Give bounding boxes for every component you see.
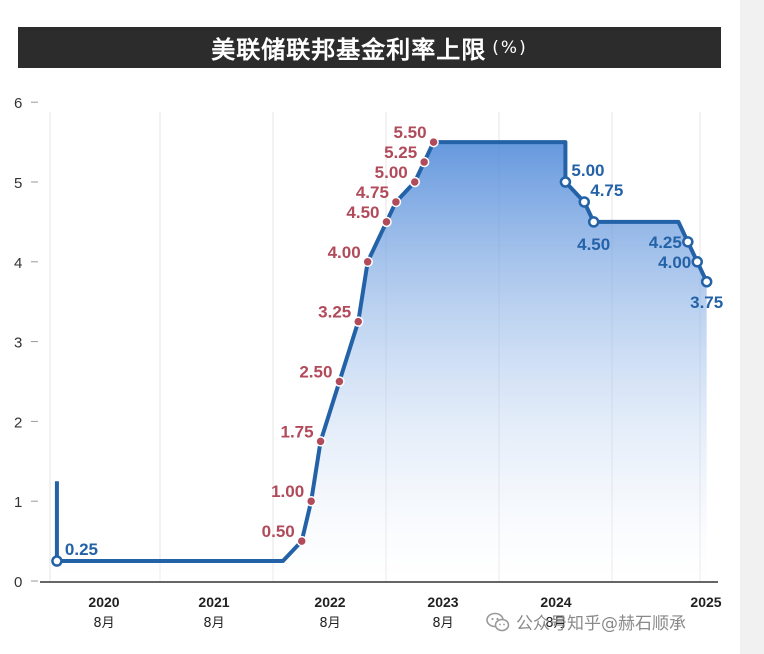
data-label-4.75-8: 4.75 [356, 183, 389, 202]
point-1.00-2 [305, 495, 317, 507]
point-3.25-5 [353, 316, 364, 327]
point-4.50-14 [587, 216, 600, 228]
watermark-text: 公众号知乎@赫石顺承 [516, 614, 686, 634]
rate-area [56, 142, 707, 581]
rate-line [54, 140, 709, 564]
data-label-4.50-7: 4.50 [346, 203, 379, 222]
data-label-4.00-16: 4.00 [658, 253, 691, 272]
y-tick-label-5: 5 [14, 175, 22, 192]
data-label-5.25-10: 5.25 [384, 143, 417, 162]
x-tick-year-2022: 2022 [314, 594, 345, 610]
point-4.00-16 [691, 256, 703, 268]
point-0.25-0 [51, 555, 63, 567]
x-tick-month-2024: 8月 [545, 616, 566, 631]
x-tick-year-2023: 2023 [427, 594, 458, 610]
area-layer [56, 142, 707, 581]
y-tick-label-3: 3 [14, 335, 22, 352]
data-label-4.50-14: 4.50 [577, 235, 610, 254]
x-tick-year-2021: 2021 [198, 594, 229, 610]
label-layer: 0.250.501.001.752.503.254.004.504.755.00… [65, 123, 723, 559]
data-label-1.75-3: 1.75 [280, 422, 313, 441]
x-tick-year-2020: 2020 [88, 594, 119, 610]
right-margin-strip [740, 0, 764, 654]
data-label-3.25-5: 3.25 [318, 303, 351, 322]
y-tick-label-4: 4 [14, 255, 22, 272]
y-axis: 0 1 2 3 4 5 6 [14, 95, 718, 591]
data-label-4.75-13: 4.75 [590, 181, 623, 200]
point-0.50-1 [296, 535, 307, 547]
data-label-0.50-1: 0.50 [262, 522, 295, 541]
y-tick-label-1: 1 [14, 494, 22, 511]
point-5.00-9 [409, 176, 420, 188]
point-1.75-3 [315, 436, 326, 447]
x-tick-month-2022: 8月 [319, 616, 340, 631]
watermark: 公众号知乎@赫石顺承 [486, 609, 686, 634]
point-4.00-6 [362, 256, 373, 268]
chart-unit: (%) [492, 37, 528, 58]
point-3.75-17 [700, 276, 713, 288]
point-4.50-7 [381, 216, 392, 228]
x-tick-year-2025: 2025 [690, 594, 721, 610]
data-label-1.00-2: 1.00 [271, 482, 304, 501]
point-5.50-11 [428, 136, 439, 148]
x-tick-month-2020: 8月 [93, 616, 114, 631]
y-tick-label-2: 2 [14, 414, 22, 431]
point-4.75-13 [578, 196, 590, 208]
data-label-5.50-11: 5.50 [393, 123, 426, 142]
x-axis: 2020 8月 2021 8月 2022 8月 2023 8月 2024 8月 2025 [88, 594, 721, 631]
line-layer [54, 140, 709, 564]
data-label-5.00-9: 5.00 [375, 163, 408, 182]
point-4.25-15 [682, 236, 694, 248]
data-label-0.25-0: 0.25 [65, 540, 98, 559]
chart-title-bar: 美联储联邦基金利率上限 (%) [18, 27, 721, 68]
point-5.00-12 [559, 176, 572, 188]
wechat-icon [486, 612, 510, 631]
data-label-4.25-15: 4.25 [649, 233, 682, 252]
y-tick-label-0: 0 [14, 574, 22, 591]
point-4.75-8 [390, 196, 402, 208]
x-tick-month-2021: 8月 [203, 616, 224, 631]
x-tick-year-2024: 2024 [540, 594, 571, 610]
chart-title: 美联储联邦基金利率上限 [211, 36, 487, 64]
dot-layer [51, 136, 713, 567]
point-5.25-10 [418, 156, 430, 168]
point-2.50-4 [334, 376, 345, 387]
x-tick-month-2023: 8月 [432, 616, 453, 631]
data-label-5.00-12: 5.00 [571, 161, 604, 180]
data-label-3.75-17: 3.75 [690, 293, 723, 312]
data-label-2.50-4: 2.50 [299, 363, 332, 382]
y-tick-label-6: 6 [14, 95, 22, 112]
data-label-4.00-6: 4.00 [328, 243, 361, 262]
